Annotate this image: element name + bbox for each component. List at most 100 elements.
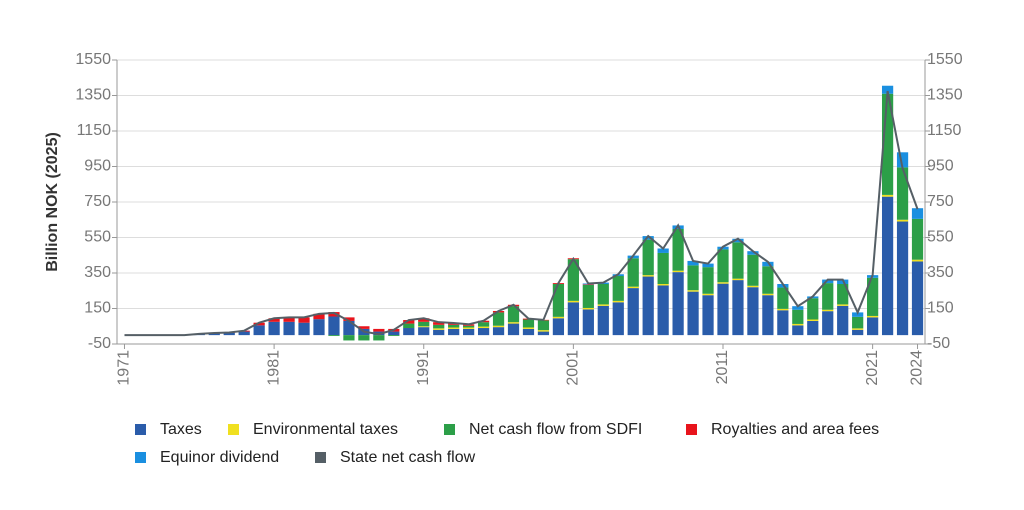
bar-segment <box>657 248 669 253</box>
bar-segment <box>732 242 744 279</box>
bar-segment <box>792 306 804 310</box>
bar-segment <box>732 238 744 243</box>
legend-label: State net cash flow <box>340 449 476 466</box>
bar-segment <box>433 324 445 329</box>
bar-segment <box>283 317 295 322</box>
legend-label: Royalties and area fees <box>711 421 879 438</box>
bar-segment <box>792 309 804 324</box>
bar-segment <box>343 335 355 341</box>
bar-segment <box>777 308 789 311</box>
bar-segment <box>448 327 460 329</box>
bar-segment <box>732 280 744 336</box>
bar-segment <box>762 266 774 294</box>
bar-segment <box>717 249 729 283</box>
y2-tick-label: 750 <box>927 193 954 210</box>
legend-swatch <box>686 424 697 435</box>
bar-segment <box>582 309 594 336</box>
bar-segment <box>433 322 445 325</box>
y2-tick-label: 350 <box>927 264 954 281</box>
bar-segment <box>552 316 565 319</box>
bar-segment <box>522 319 535 328</box>
bar-segment <box>896 221 909 336</box>
bar-segment <box>343 317 355 321</box>
bar-segment <box>612 300 624 303</box>
bar-segment <box>687 290 699 292</box>
bar-segment <box>777 310 789 336</box>
bar-segment <box>238 331 250 336</box>
bar-segment <box>687 260 699 266</box>
bar-segment <box>657 252 669 285</box>
bar-segment <box>298 322 310 336</box>
bar-segment <box>358 335 370 341</box>
bar-segment <box>537 320 550 331</box>
y-tick-label: 1550 <box>75 51 111 68</box>
bar-segment <box>298 317 310 323</box>
bar-segment <box>582 284 594 308</box>
bar-segment <box>777 287 789 309</box>
bar-segment <box>881 85 894 94</box>
bar-segment <box>867 315 879 318</box>
bar-segment <box>208 333 220 336</box>
bar-segment <box>403 323 415 329</box>
bar-segment <box>433 328 445 330</box>
bar-segment <box>537 330 550 332</box>
bar-segment <box>642 236 654 240</box>
bar-segment <box>477 326 490 329</box>
x-tick-label: 2021 <box>864 350 881 386</box>
legend-label: Taxes <box>160 421 202 438</box>
y-axis-title: Billion NOK (2025) <box>44 132 61 272</box>
y-tick-label: 150 <box>84 300 111 317</box>
bar-segment <box>492 325 505 328</box>
legend-swatch <box>135 452 146 463</box>
bar-segment <box>896 167 909 220</box>
bar-segment <box>477 328 490 336</box>
bar-segment <box>896 152 909 168</box>
bar-segment <box>507 323 520 336</box>
line <box>124 90 919 337</box>
bar-segment <box>881 196 894 336</box>
legend-swatch <box>315 452 326 463</box>
bar-segment <box>223 332 235 336</box>
bar-segment <box>463 325 475 328</box>
bar-segment <box>807 320 819 336</box>
y2-tick-label: 150 <box>927 300 954 317</box>
bar-segment <box>627 288 639 336</box>
bar-segment <box>911 208 924 219</box>
bar-segment <box>507 306 520 323</box>
bar-segment <box>762 295 774 336</box>
bar-segment <box>822 279 834 284</box>
bar-segment <box>418 321 430 327</box>
y2-tick-label: 1150 <box>927 122 962 139</box>
bar-segment <box>253 322 265 326</box>
bar-segment <box>687 291 699 336</box>
bar-segment <box>627 258 639 287</box>
bar-segment <box>552 284 565 317</box>
bar-segment <box>522 327 535 329</box>
bar-segment <box>507 322 520 324</box>
y-tick-label: 750 <box>84 193 111 210</box>
bar-segment <box>477 322 490 327</box>
x-tick-label: 1991 <box>415 350 432 386</box>
bar-segment <box>597 305 609 336</box>
bar-segment <box>448 328 460 336</box>
bar-segment <box>867 317 879 336</box>
bar-segment <box>627 286 639 289</box>
y2-tick-label: 1350 <box>927 87 963 104</box>
bar-segment <box>642 275 654 277</box>
bar-segment <box>328 312 340 317</box>
bar-segment <box>792 323 804 326</box>
y2-tick-label: -50 <box>927 335 950 352</box>
legend-swatch <box>135 424 146 435</box>
legend-label: Net cash flow from SDFI <box>469 421 642 438</box>
legend-swatch <box>228 424 239 435</box>
x-tick-label: 2001 <box>565 350 582 386</box>
bar-segment <box>567 300 579 303</box>
bar-segment <box>747 251 759 255</box>
bar-segment <box>448 324 460 328</box>
bar-segment <box>896 219 909 222</box>
bar-segment <box>328 335 340 337</box>
bar-segment <box>313 319 325 336</box>
bar-segment <box>837 284 849 305</box>
bar-segment <box>837 305 849 336</box>
